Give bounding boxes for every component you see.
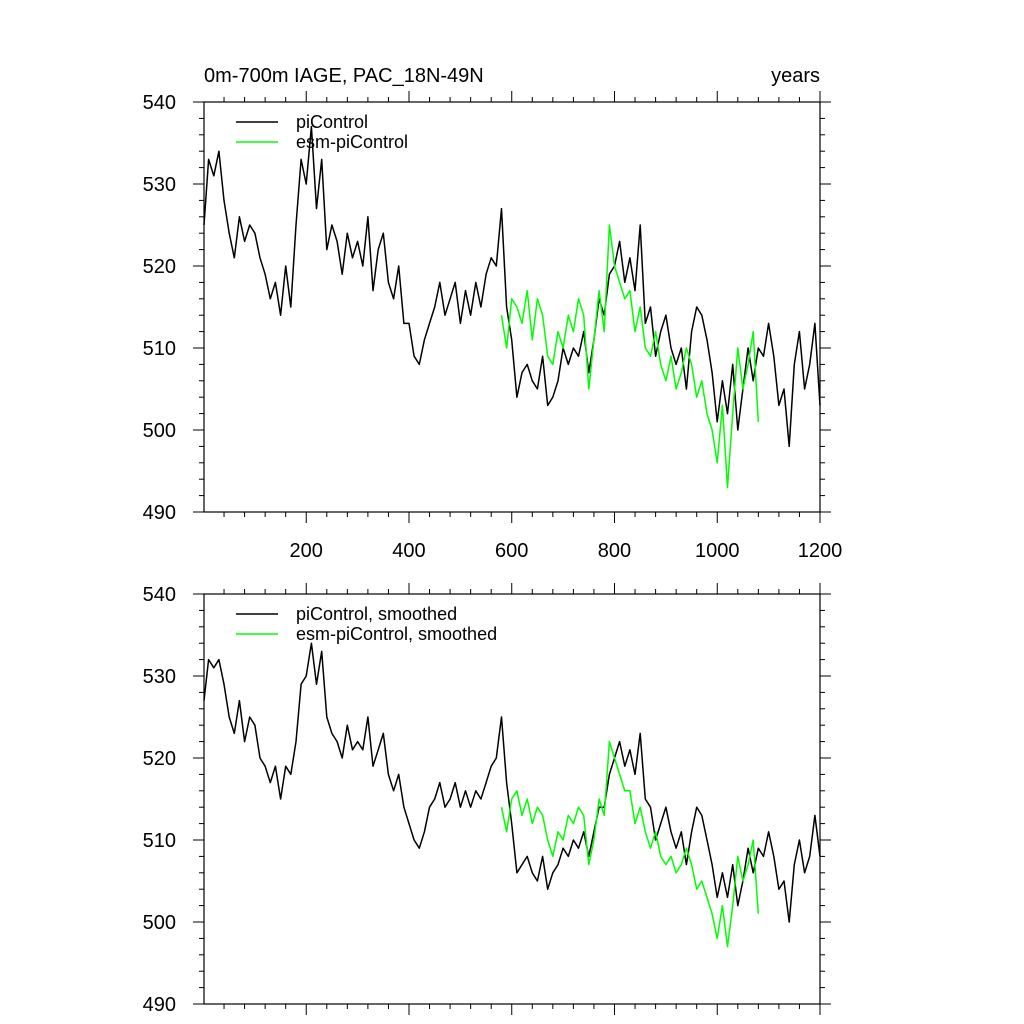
y-tick-label: 510 bbox=[143, 338, 176, 360]
y-tick-label: 530 bbox=[143, 666, 176, 688]
axis-ticks bbox=[193, 91, 831, 523]
x-tick-label: 200 bbox=[290, 540, 323, 562]
series-line-esm-picontrol bbox=[500, 224, 760, 489]
x-tick-labels: 200 400 600 800 1000 1200 bbox=[290, 540, 843, 562]
legend: piControl, smoothed esm-piControl, smoot… bbox=[236, 604, 497, 644]
legend: piControl esm-piControl bbox=[236, 112, 408, 152]
legend-label-picontrol-smoothed: piControl, smoothed bbox=[296, 604, 457, 624]
y-tick-label: 530 bbox=[143, 174, 176, 196]
axis-ticks bbox=[193, 583, 831, 1015]
legend-label-esm-picontrol-smoothed: esm-piControl, smoothed bbox=[296, 624, 497, 644]
x-tick-label: 400 bbox=[392, 540, 425, 562]
y-tick-label: 540 bbox=[143, 584, 176, 606]
series-line-picontrol-smoothed bbox=[203, 642, 821, 923]
x-tick-label: 1000 bbox=[695, 540, 740, 562]
y-tick-label: 540 bbox=[143, 92, 176, 114]
y-tick-label: 520 bbox=[143, 256, 176, 278]
plot-frame bbox=[203, 593, 821, 1005]
y-tick-labels: 490 500 510 520 530 540 bbox=[143, 92, 176, 524]
plot-frame bbox=[203, 101, 821, 513]
series-line-picontrol bbox=[203, 125, 821, 448]
y-tick-label: 490 bbox=[143, 994, 176, 1016]
chart-title: 0m-700m IAGE, PAC_18N-49N bbox=[204, 65, 484, 87]
plot-lines bbox=[203, 125, 821, 489]
y-tick-label: 520 bbox=[143, 748, 176, 770]
panel-top: 0m-700m IAGE, PAC_18N-49N years 490 500 51… bbox=[143, 65, 843, 562]
legend-label-picontrol: piControl bbox=[296, 112, 368, 132]
x-tick-label: 1200 bbox=[798, 540, 843, 562]
legend-label-esm-picontrol: esm-piControl bbox=[296, 132, 408, 152]
y-tick-label: 490 bbox=[143, 502, 176, 524]
plot-lines bbox=[203, 642, 821, 948]
x-axis-units: years bbox=[771, 65, 820, 87]
y-tick-label: 500 bbox=[143, 420, 176, 442]
x-tick-label: 600 bbox=[495, 540, 528, 562]
x-tick-label: 800 bbox=[598, 540, 631, 562]
series-line-esm-picontrol-smoothed bbox=[500, 740, 760, 948]
y-tick-label: 510 bbox=[143, 830, 176, 852]
y-tick-label: 500 bbox=[143, 912, 176, 934]
y-tick-labels: 490 500 510 520 530 540 bbox=[143, 584, 176, 1016]
panel-bottom: 490 500 510 520 530 540 piControl, smoothed e… bbox=[143, 583, 831, 1016]
